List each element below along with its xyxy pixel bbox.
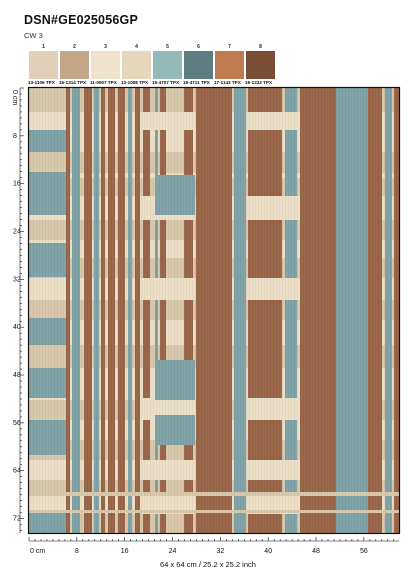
cross-cream-panel — [140, 112, 196, 130]
swatch-color-chip — [122, 51, 151, 79]
horizontal-teal-band — [29, 420, 69, 455]
horizontal-teal-band — [29, 318, 69, 345]
ruler-tick-label: 32 — [13, 276, 21, 283]
palette-swatch-8: 8 18-1232 TPX — [245, 44, 276, 89]
ruler-tick-label: 24 — [169, 548, 177, 555]
vertical-stripe — [385, 88, 392, 533]
horizontal-teal-band — [29, 243, 69, 277]
ruler-tick-label: 32 — [216, 548, 224, 555]
ruler-tick-label: 40 — [264, 548, 272, 555]
vertical-stripe — [94, 88, 99, 533]
ruler-tick-label: 48 — [13, 372, 21, 379]
vertical-stripe — [108, 88, 115, 533]
colorway-label: CW 3 — [24, 31, 43, 40]
swatch-color-chip — [29, 51, 58, 79]
cross-cream-panel — [246, 112, 300, 130]
palette-swatch-1: 1 13-1106 TPX — [28, 44, 59, 89]
horizontal-teal-band — [29, 172, 69, 215]
swatch-index: 7 — [228, 44, 231, 50]
horizontal-teal-band — [29, 368, 69, 398]
vertical-stripe — [66, 88, 70, 533]
palette-swatch-3: 3 11-0907 TPX — [90, 44, 121, 89]
swatch-color-chip — [91, 51, 120, 79]
swatch-color-chip — [184, 51, 213, 79]
palette-swatch-7: 7 17-1143 TPX — [214, 44, 245, 89]
palette-swatch-4: 4 13-1008 TPX — [121, 44, 152, 89]
swatch-pantone-code: 13-1106 TPX — [28, 80, 55, 85]
color-palette: 1 13-1106 TPX 2 15-1314 TPX 3 11-0907 TPX 4 13-… — [28, 44, 278, 90]
palette-swatch-6: 6 18-4711 TPX — [183, 44, 214, 89]
vertical-stripe — [128, 88, 132, 533]
swatch-pantone-code: 18-4711 TPX — [183, 80, 210, 85]
main-teal-column — [336, 88, 368, 533]
vertical-stripe — [300, 88, 336, 533]
teal-block — [155, 175, 195, 215]
vertical-stripe — [368, 88, 382, 533]
swatch-index: 6 — [197, 44, 200, 50]
vertical-stripe — [72, 88, 80, 533]
swatch-pantone-code: 17-1143 TPX — [214, 80, 241, 85]
swatch-index: 3 — [104, 44, 107, 50]
teal-block — [155, 415, 195, 445]
swatch-index: 4 — [135, 44, 138, 50]
horizontal-teal-band — [29, 130, 69, 152]
bottom-ruler: 0 cm 8 16 24 32 40 48 56 — [28, 537, 399, 555]
swatch-index: 2 — [73, 44, 76, 50]
ruler-tick-label: 48 — [312, 548, 320, 555]
cross-cream-panel — [140, 460, 196, 480]
cross-cream-panel — [246, 196, 300, 220]
rug-frame — [27, 86, 401, 535]
cross-cream-panel — [246, 398, 300, 420]
ruler-tick-label: 40 — [13, 324, 21, 331]
design-number-title: DSN#GE025056GP — [24, 13, 138, 27]
cross-cream-panel — [140, 278, 196, 300]
swatch-pantone-code: 15-4707 TPX — [152, 80, 180, 85]
vertical-stripe — [84, 88, 92, 533]
ruler-tick-label: 0 cm — [11, 90, 18, 105]
cross-cream-panel — [246, 278, 300, 300]
ruler-tick-label: 64 — [13, 468, 21, 475]
vertical-stripe — [118, 88, 125, 533]
vertical-stripe — [234, 88, 246, 533]
vertical-stripe — [394, 88, 399, 533]
ruler-tick-label: 56 — [13, 420, 21, 427]
swatch-color-chip — [215, 51, 244, 79]
ruler-tick-label: 8 — [75, 548, 79, 555]
ruler-tick-label: 56 — [360, 548, 368, 555]
palette-swatch-2: 2 15-1314 TPX — [59, 44, 90, 89]
ruler-tick-label: 24 — [13, 229, 21, 236]
swatch-color-chip — [153, 51, 182, 79]
horizontal-teal-band — [29, 512, 69, 533]
horizontal-line — [29, 492, 399, 496]
ruler-tick-label: 8 — [13, 133, 17, 140]
swatch-index: 5 — [166, 44, 169, 50]
left-ruler: 0 cm 8 16 24 32 40 48 56 64 72 — [11, 87, 24, 533]
swatch-pantone-code: 15-1314 TPX — [59, 80, 87, 85]
swatch-pantone-code: 18-1232 TPX — [245, 80, 273, 85]
vertical-stripe — [196, 88, 232, 533]
vertical-stripe — [101, 88, 105, 533]
teal-block — [155, 360, 195, 400]
swatch-pantone-code: 11-0907 TPX — [90, 80, 117, 85]
palette-swatch-5: 5 15-4707 TPX — [152, 44, 183, 89]
cross-cream-panel — [246, 460, 300, 480]
swatch-color-chip — [246, 51, 275, 79]
swatch-index: 8 — [259, 44, 262, 50]
ruler-tick-label: 16 — [121, 548, 129, 555]
horizontal-line — [29, 510, 399, 513]
swatch-color-chip — [60, 51, 89, 79]
ruler-tick-label: 16 — [13, 181, 21, 188]
ruler-tick-label: 72 — [13, 516, 21, 523]
ruler-tick-label: 0 cm — [30, 548, 45, 555]
rug-pattern — [29, 88, 399, 533]
size-label: 64 x 64 cm / 25.2 x 25.2 inch — [160, 560, 256, 569]
swatch-index: 1 — [42, 44, 45, 50]
swatch-pantone-code: 13-1008 TPX — [121, 80, 149, 85]
vertical-stripe — [135, 88, 140, 533]
